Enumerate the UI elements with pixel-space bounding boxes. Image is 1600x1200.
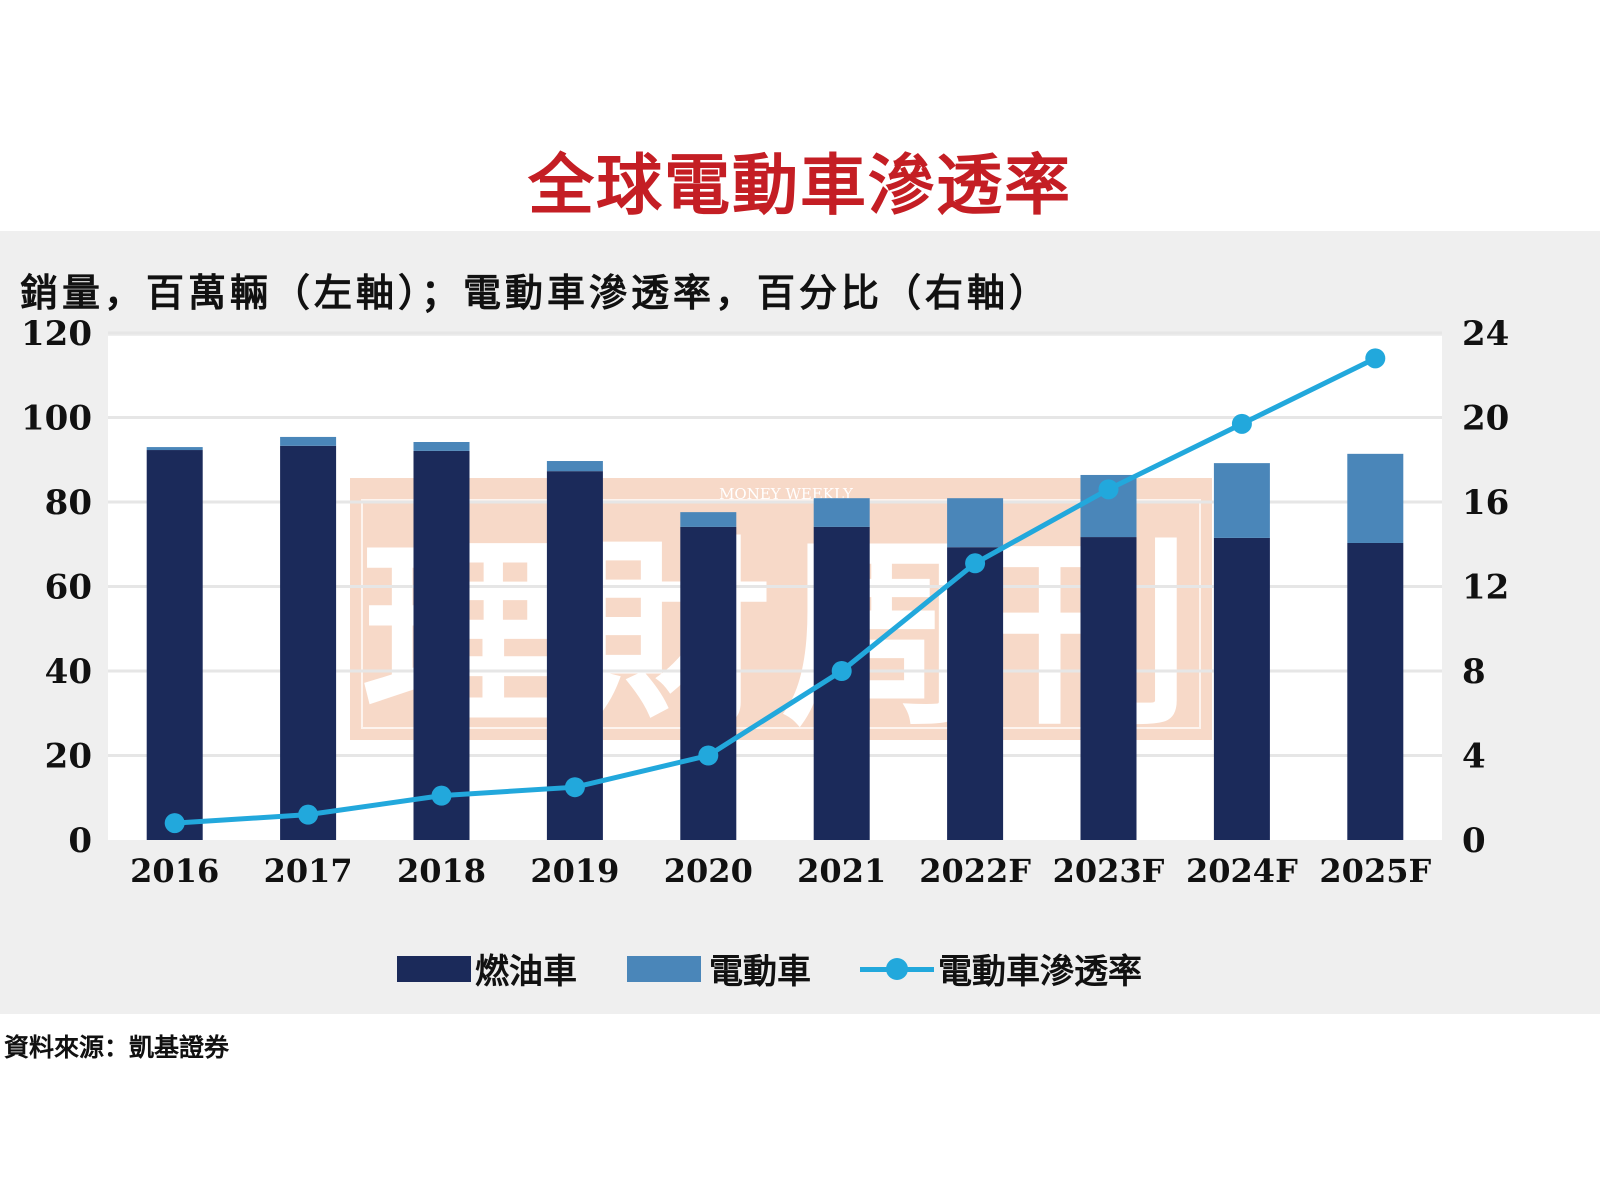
x-axis: 2016 2017 2018 2019 2020 2021 2022F 2023F 2024F 2… — [130, 852, 1431, 890]
bar-fuel — [1213, 537, 1270, 840]
bar-ev — [280, 436, 337, 446]
bar-fuel — [680, 526, 737, 840]
x-tick-label: 2017 — [264, 852, 353, 890]
bar-ev — [413, 442, 470, 451]
bar-ev — [1213, 463, 1270, 538]
bar-ev — [813, 498, 870, 527]
watermark-inner-frame — [361, 499, 1201, 729]
bar-ev — [546, 461, 603, 472]
y-left-tick-label: 0 — [68, 821, 92, 861]
watermark-text: 理財周刊 — [361, 518, 1201, 753]
y-axis-left: 0 20 40 60 80 100 120 — [21, 314, 92, 861]
penetration-point — [965, 553, 986, 574]
y-left-tick-label: 60 — [45, 568, 92, 608]
y-left-tick-label: 80 — [45, 483, 92, 523]
y-right-tick-label: 8 — [1462, 652, 1486, 692]
bar-ev — [680, 512, 737, 527]
bar-ev — [947, 498, 1004, 548]
penetration-point — [431, 785, 452, 806]
watermark-box — [350, 478, 1212, 740]
y-right-tick-label: 16 — [1462, 483, 1509, 523]
legend-swatch-fuel — [397, 955, 471, 982]
x-tick-label: 2016 — [130, 852, 219, 890]
bar-fuel — [1080, 537, 1137, 840]
x-tick-label: 2020 — [664, 852, 753, 890]
legend-item-ev: 電動車 — [627, 944, 811, 993]
x-tick-label: 2024F — [1186, 852, 1298, 890]
chart-subtitle: 銷量，百萬輛（左軸）；電動車滲透率，百分比（右軸） — [20, 271, 1052, 315]
y-left-tick-label: 20 — [45, 737, 92, 777]
y-right-tick-label: 4 — [1462, 737, 1486, 777]
penetration-point — [1365, 348, 1386, 369]
line-series — [164, 348, 1386, 834]
penetration-point — [298, 804, 319, 825]
y-axis-right: 0 4 8 12 16 20 24 — [1462, 314, 1509, 861]
x-tick-label: 2022F — [919, 852, 1031, 890]
legend-label-ev: 電動車 — [709, 952, 811, 992]
y-right-tick-label: 12 — [1462, 568, 1509, 608]
source-note: 資料來源：凱基證券 — [4, 1033, 230, 1062]
legend-item-fuel: 燃油車 — [397, 944, 577, 993]
penetration-point — [831, 661, 852, 681]
y-left-tick-label: 120 — [21, 314, 92, 354]
y-right-tick-label: 20 — [1462, 399, 1509, 439]
bar-fuel — [1347, 542, 1404, 840]
bar-fuel — [146, 450, 203, 840]
x-tick-label: 2021 — [797, 852, 886, 890]
y-left-tick-label: 40 — [45, 652, 92, 692]
bar-ev — [146, 447, 203, 451]
y-right-tick-label: 24 — [1462, 314, 1509, 354]
bar-fuel — [280, 445, 337, 840]
legend-label-fuel: 燃油車 — [475, 952, 577, 992]
penetration-point — [1098, 479, 1119, 500]
penetration-point — [698, 745, 719, 766]
penetration-point — [1231, 413, 1252, 434]
legend-swatch-ev — [627, 955, 701, 982]
legend-label-line: 電動車滲透率 — [938, 952, 1142, 992]
penetration-line — [174, 356, 1377, 826]
x-tick-label: 2023F — [1053, 852, 1165, 890]
legend-item-line: 電動車滲透率 — [860, 944, 1142, 993]
x-tick-label: 2019 — [530, 852, 619, 890]
x-tick-label: 2018 — [397, 852, 486, 890]
bar-ev — [1347, 453, 1404, 543]
penetration-point — [164, 813, 185, 834]
bar-fuel — [413, 450, 470, 840]
x-tick-label: 2025F — [1319, 852, 1431, 890]
legend-swatch-line — [860, 956, 934, 982]
y-left-tick-label: 100 — [21, 399, 92, 439]
chart-title: 全球電動車滲透率 — [528, 146, 1072, 224]
penetration-point — [564, 777, 585, 798]
bar-fuel — [947, 547, 1004, 840]
y-right-tick-label: 0 — [1462, 821, 1486, 861]
